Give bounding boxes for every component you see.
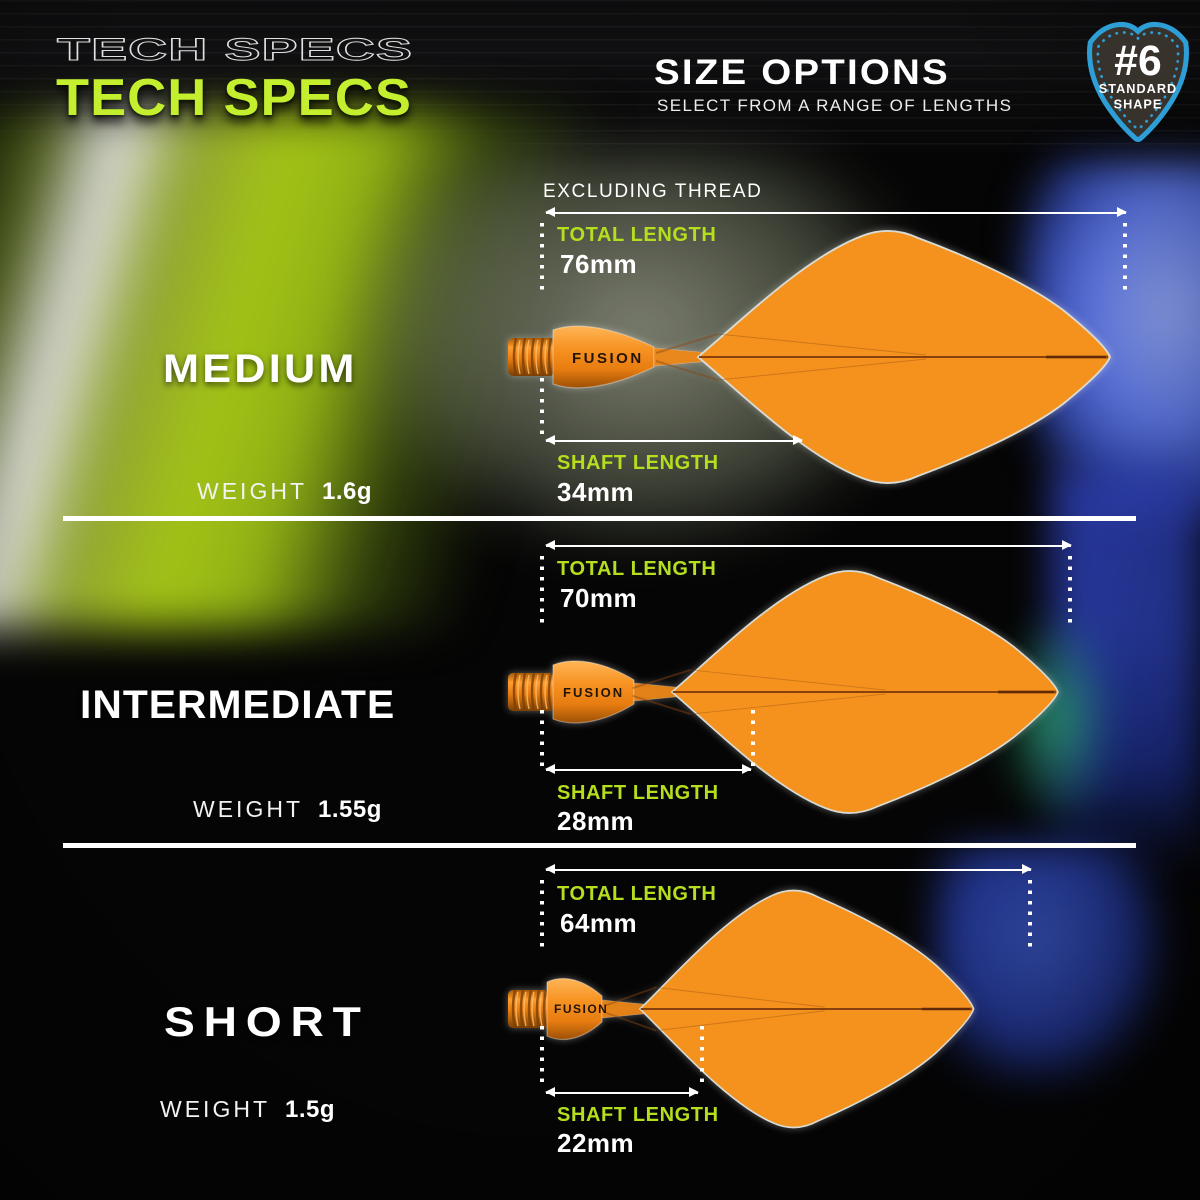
total-length-label-short: TOTAL LENGTH	[557, 883, 717, 905]
shaft-length-value-medium: 34mm	[557, 477, 635, 507]
shaft-length-value-short: 22mm	[557, 1128, 635, 1158]
weight-row-short: WEIGHT 1.5g	[160, 1096, 335, 1124]
section-divider	[63, 516, 1136, 521]
dotted-guide	[540, 880, 544, 948]
dotted-guide	[751, 710, 755, 766]
dotted-guide	[1028, 880, 1032, 948]
weight-label: WEIGHT	[197, 478, 307, 504]
total-length-label-medium: TOTAL LENGTH	[557, 224, 717, 246]
size-options-caption: SELECT FROM A RANGE OF LENGTHS	[657, 96, 1013, 115]
total-length-value-short: 64mm	[560, 908, 638, 938]
shaft-length-label-short: SHAFT LENGTH	[557, 1104, 719, 1126]
size-name-medium: MEDIUM	[163, 347, 358, 391]
brand-label: FUSION	[572, 350, 644, 367]
shaft-length-arrow-intermediate	[545, 764, 752, 774]
dotted-guide	[700, 1026, 704, 1084]
size-name-short: SHORT	[164, 998, 370, 1045]
weight-row-intermediate: WEIGHT 1.55g	[193, 796, 382, 824]
weight-value-short: 1.5g	[285, 1096, 336, 1123]
weight-label: WEIGHT	[193, 796, 303, 822]
total-length-arrow-intermediate	[545, 540, 1072, 550]
total-length-label-intermediate: TOTAL LENGTH	[557, 558, 717, 580]
thread-ridges	[512, 672, 553, 712]
brand-label: FUSION	[554, 1002, 608, 1016]
thread-highlights	[517, 674, 548, 710]
shaft-length-value-intermediate: 28mm	[557, 806, 635, 836]
weight-value-medium: 1.6g	[322, 478, 373, 505]
total-length-value-intermediate: 70mm	[560, 583, 638, 613]
page-title: TECH SPECS	[56, 69, 412, 127]
dotted-guide	[1068, 556, 1072, 624]
dart-flight	[655, 230, 1111, 484]
total-length-arrow-short	[545, 864, 1032, 874]
dotted-guide	[540, 378, 544, 436]
shape-badge: #6 STANDARD SHAPE	[1087, 21, 1189, 142]
thread-ridges	[511, 989, 548, 1029]
badge-line2: SHAPE	[1114, 97, 1163, 111]
dart-flight	[632, 570, 1059, 814]
dotted-guide	[540, 556, 544, 624]
dotted-guide	[1123, 223, 1127, 293]
badge-line1: STANDARD	[1099, 82, 1177, 96]
dart-graphic-short: FUSION	[508, 889, 975, 1129]
background-blue-glow-mid	[1052, 470, 1200, 890]
shaft-length-arrow-medium	[545, 435, 803, 445]
dart-graphic-intermediate: FUSION	[508, 570, 1059, 814]
weight-row-medium: WEIGHT 1.6g	[197, 478, 372, 506]
dotted-guide	[540, 710, 544, 766]
weight-value-intermediate: 1.55g	[318, 796, 382, 823]
dotted-guide	[540, 223, 544, 293]
total-length-value-medium: 76mm	[560, 249, 638, 279]
thread-highlights	[515, 991, 543, 1027]
section-divider	[63, 843, 1136, 848]
page-title-reflection: TECH SPECS	[56, 32, 413, 68]
dart-collar	[552, 660, 635, 724]
size-options-heading: SIZE OPTIONS	[654, 53, 950, 92]
badge-number: #6	[1114, 37, 1161, 85]
shaft-length-arrow-short	[545, 1087, 699, 1097]
excluding-thread-label: EXCLUDING THREAD	[543, 181, 763, 202]
shaft-length-label-intermediate: SHAFT LENGTH	[557, 782, 719, 804]
shaft-length-label-medium: SHAFT LENGTH	[557, 452, 719, 474]
dart-collar	[546, 977, 603, 1041]
size-name-intermediate: INTERMEDIATE	[80, 683, 396, 727]
brand-label: FUSION	[563, 685, 624, 700]
dotted-guide	[540, 1026, 544, 1084]
total-length-arrow-medium	[545, 207, 1127, 217]
weight-label: WEIGHT	[160, 1096, 270, 1122]
